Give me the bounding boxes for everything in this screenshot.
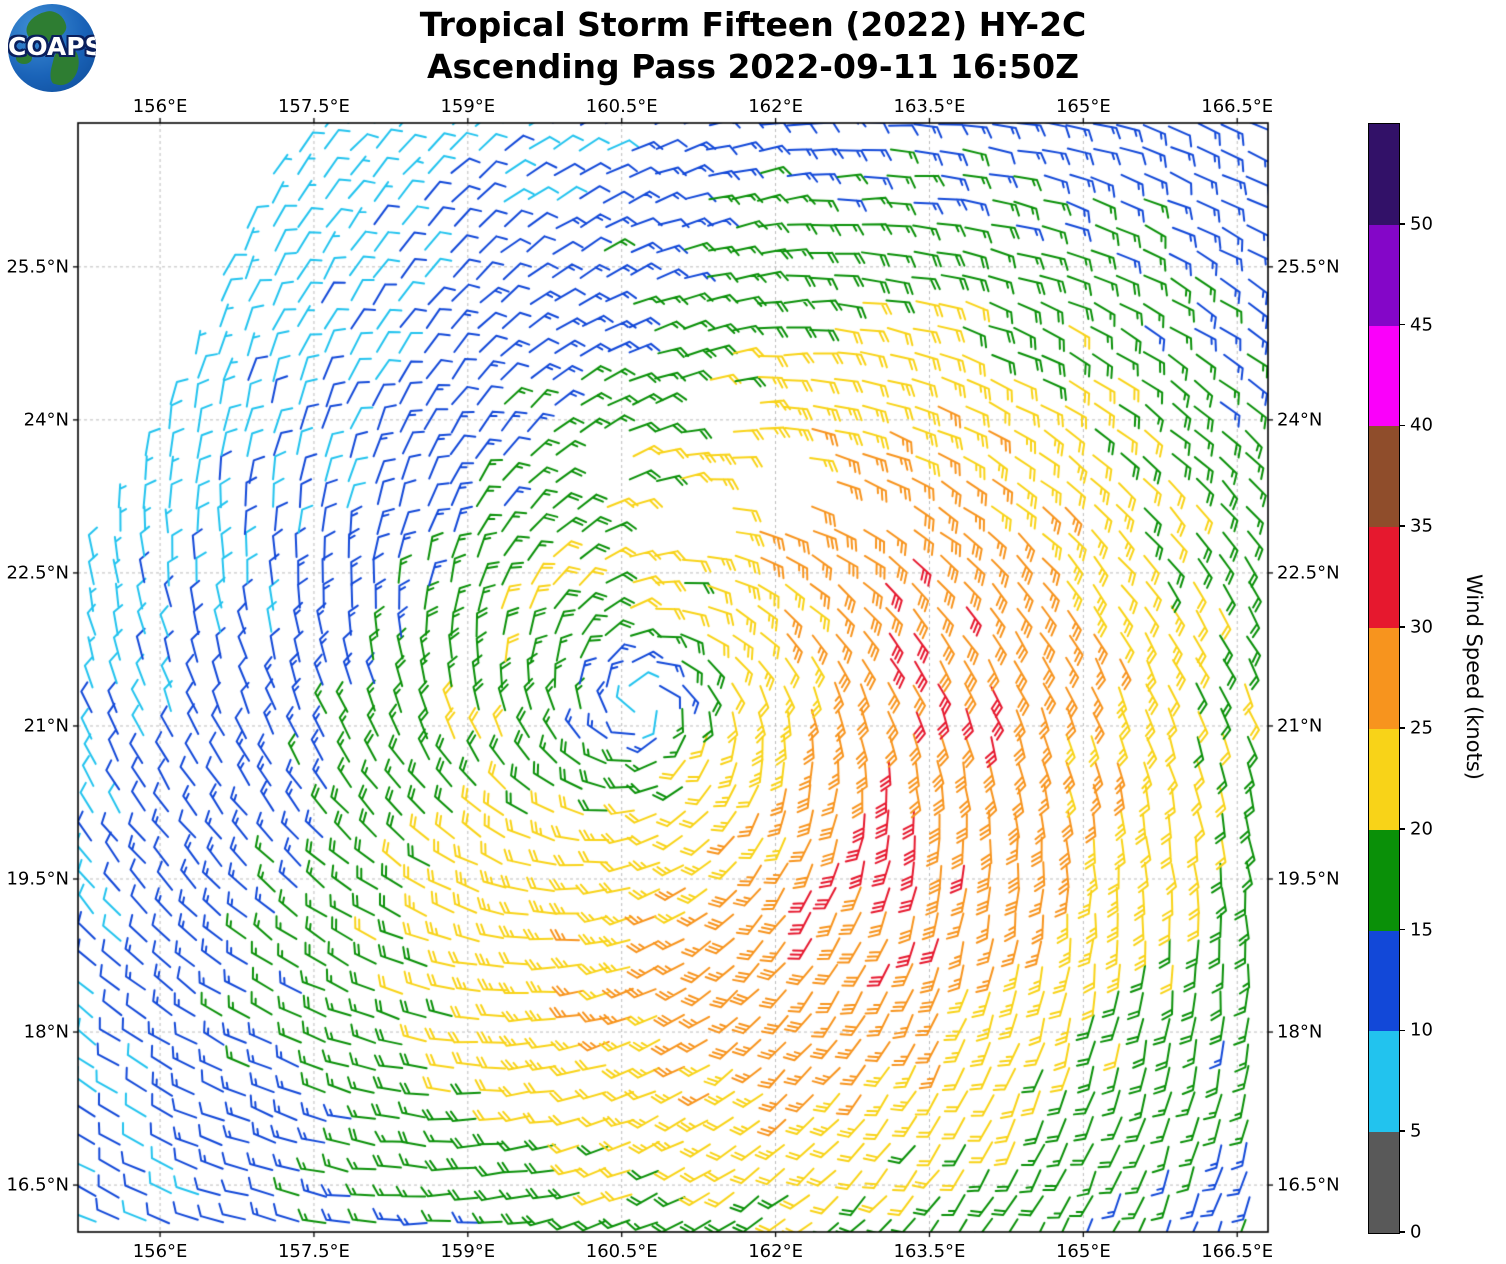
colorbar-segment-0-5 bbox=[1369, 1132, 1399, 1233]
colorbar-tick bbox=[1399, 727, 1405, 729]
x-tick-label-bottom: 159°E bbox=[440, 1241, 496, 1262]
y-tick-label-right: 21°N bbox=[1277, 715, 1323, 737]
colorbar-tick-label: 45 bbox=[1410, 314, 1433, 336]
colorbar-segment-45-50 bbox=[1369, 224, 1399, 326]
colorbar-segment-15-20 bbox=[1369, 829, 1399, 931]
colorbar-tick bbox=[1399, 323, 1405, 326]
x-tick-label-top: 166.5°E bbox=[1201, 96, 1274, 117]
x-tick-label-bottom: 165°E bbox=[1055, 1241, 1111, 1262]
colorbar-tick bbox=[1399, 1231, 1405, 1233]
y-tick-label-left: 22.5°N bbox=[6, 562, 69, 584]
colorbar-segment-20-25 bbox=[1369, 728, 1399, 830]
y-tick-label-left: 19.5°N bbox=[6, 868, 69, 890]
colorbar-tick-label: 35 bbox=[1410, 515, 1433, 537]
colorbar-segment-50-55 bbox=[1369, 124, 1399, 225]
colorbar-tick-label: 15 bbox=[1410, 919, 1433, 941]
colorbar-tick-label: 10 bbox=[1410, 1019, 1433, 1041]
y-tick-label-right: 25.5°N bbox=[1277, 256, 1340, 278]
x-tick-label-top: 160.5°E bbox=[585, 96, 658, 117]
y-tick-label-right: 22.5°N bbox=[1277, 562, 1340, 584]
colorbar-tick bbox=[1399, 626, 1405, 628]
y-tick-label-left: 18°N bbox=[23, 1021, 69, 1043]
x-tick-label-bottom: 157.5°E bbox=[277, 1241, 350, 1262]
x-tick-label-top: 156°E bbox=[132, 96, 188, 117]
x-tick-label-top: 159°E bbox=[440, 96, 496, 117]
colorbar-tick-label: 20 bbox=[1410, 818, 1433, 840]
colorbar-tick bbox=[1399, 525, 1405, 528]
colorbar-tick-label: 0 bbox=[1410, 1221, 1422, 1243]
colorbar-tick bbox=[1399, 1130, 1405, 1132]
colorbar-segment-35-40 bbox=[1369, 426, 1399, 528]
colorbar-segment-10-15 bbox=[1369, 930, 1399, 1032]
colorbar-tick-label: 40 bbox=[1410, 414, 1433, 436]
y-tick-label-right: 16.5°N bbox=[1277, 1174, 1340, 1196]
y-tick-label-right: 19.5°N bbox=[1277, 868, 1340, 890]
colorbar-tick bbox=[1399, 424, 1405, 427]
y-tick-label-right: 24°N bbox=[1277, 409, 1323, 431]
colorbar bbox=[1368, 123, 1400, 1234]
colorbar-tick-label: 50 bbox=[1410, 213, 1433, 235]
colorbar-tick bbox=[1399, 1029, 1405, 1032]
colorbar-segment-5-10 bbox=[1369, 1031, 1399, 1133]
y-tick-label-right: 18°N bbox=[1277, 1021, 1323, 1043]
x-tick-label-top: 162°E bbox=[748, 96, 803, 117]
colorbar-segment-25-30 bbox=[1369, 628, 1399, 729]
y-tick-label-left: 21°N bbox=[23, 715, 69, 737]
y-tick-label-left: 24°N bbox=[23, 409, 69, 431]
y-tick-label-left: 16.5°N bbox=[6, 1174, 69, 1196]
x-tick-label-top: 157.5°E bbox=[277, 96, 350, 117]
colorbar-axis-label: Wind Speed (knots) bbox=[1462, 574, 1486, 780]
x-tick-label-bottom: 160.5°E bbox=[585, 1241, 658, 1262]
x-tick-label-top: 163.5°E bbox=[893, 96, 966, 117]
colorbar-segment-40-45 bbox=[1369, 325, 1399, 427]
colorbar-tick bbox=[1399, 223, 1405, 225]
colorbar-tick-label: 5 bbox=[1410, 1120, 1422, 1142]
colorbar-segment-30-35 bbox=[1369, 527, 1399, 629]
x-tick-label-bottom: 166.5°E bbox=[1201, 1241, 1274, 1262]
x-tick-label-bottom: 156°E bbox=[132, 1241, 188, 1262]
colorbar-tick-label: 25 bbox=[1410, 717, 1433, 739]
colorbar-tick bbox=[1399, 928, 1405, 931]
x-tick-label-bottom: 162°E bbox=[748, 1241, 803, 1262]
colorbar-tick bbox=[1399, 827, 1405, 830]
x-tick-label-top: 165°E bbox=[1055, 96, 1111, 117]
y-tick-label-left: 25.5°N bbox=[6, 256, 69, 278]
colorbar-tick-label: 30 bbox=[1410, 616, 1433, 638]
x-tick-label-bottom: 163.5°E bbox=[893, 1241, 966, 1262]
